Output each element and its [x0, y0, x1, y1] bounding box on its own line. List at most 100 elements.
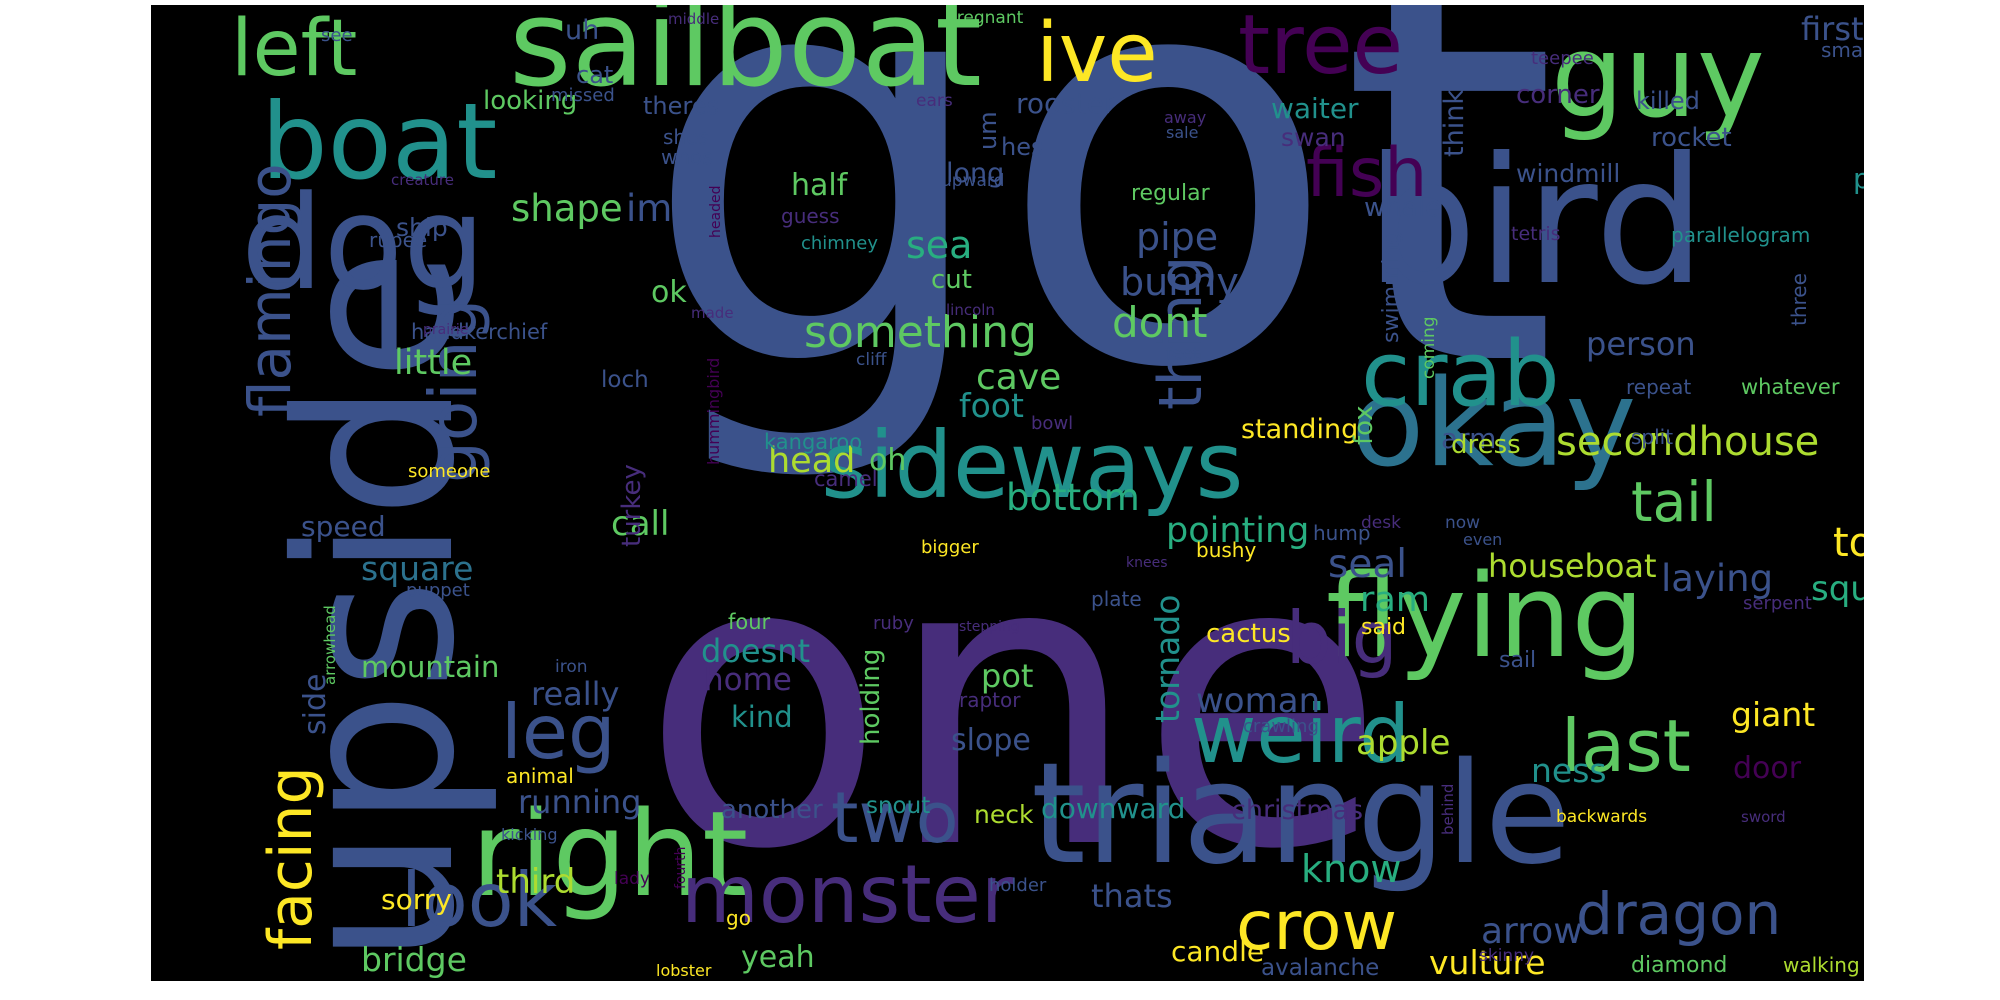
word-door: door — [1733, 751, 1802, 786]
word-tornado: tornado — [1148, 594, 1187, 723]
word-bigger: bigger — [921, 537, 979, 558]
word-swimming: swimming — [1379, 230, 1404, 343]
word-arrowhead: arrowhead — [321, 605, 339, 685]
word-pregnant: pregnant — [946, 8, 1024, 28]
word-killed: killed — [1636, 87, 1700, 115]
word-first: first — [1801, 10, 1864, 48]
word-speed: speed — [301, 510, 386, 543]
word-split: split — [1631, 425, 1674, 449]
word-laying: laying — [1661, 557, 1774, 600]
word-lobster: lobster — [656, 961, 712, 980]
word-lincoln: lincoln — [946, 301, 995, 319]
word-thats: thats — [1091, 877, 1173, 915]
word-four: four — [728, 610, 771, 634]
word-windmill: windmill — [1516, 159, 1621, 188]
word-bunny: bunny — [1120, 260, 1239, 304]
word-backwards: backwards — [1556, 807, 1648, 827]
word-stepping: stepping — [959, 619, 1020, 635]
word-foot: foot — [959, 386, 1024, 425]
word-smaller: smaller — [1821, 38, 1864, 62]
word-cloud: got one upside bird triangle sailboat flying ri… — [151, 5, 1864, 981]
word-fourth: fourth — [673, 846, 689, 890]
word-walking: walking — [1783, 953, 1860, 977]
word-waiter: waiter — [1271, 92, 1359, 125]
word-upward: upward — [941, 171, 1005, 191]
word-right: right — [471, 785, 749, 923]
word-weird: weird — [1191, 688, 1411, 781]
word-behind: behind — [1439, 783, 1457, 835]
word-top: top — [1833, 520, 1864, 566]
word-doesnt: doesnt — [701, 632, 811, 670]
word-pot: pot — [981, 657, 1034, 695]
word-sea: sea — [906, 223, 973, 267]
word-knees: knees — [1126, 555, 1168, 571]
word-know: know — [1301, 847, 1402, 891]
word-holding: holding — [856, 648, 886, 745]
word-coming: coming — [1419, 316, 1439, 379]
word-parallelogram: parallelogram — [1671, 223, 1811, 247]
word-tetris: tetris — [1511, 223, 1561, 245]
word-regular: regular — [1131, 181, 1210, 206]
word-turkey: turkey — [617, 464, 647, 547]
word-im: im — [626, 187, 673, 230]
word-really: really — [531, 675, 620, 713]
word-dragon: dragon — [1576, 880, 1782, 948]
word-home: home — [704, 662, 792, 698]
word-flying: flying — [1326, 550, 1645, 684]
word-diamond: diamond — [1631, 953, 1728, 978]
word-kangaroo: kangaroo — [764, 430, 863, 454]
word-iron: iron — [555, 657, 588, 677]
word-snout: snout — [866, 793, 931, 819]
word-one: one — [641, 472, 1386, 937]
word-looking: looking — [483, 86, 578, 116]
word-made: made — [691, 304, 734, 322]
word-squirrel: squirrel — [1811, 569, 1864, 609]
word-dress: dress — [1451, 430, 1521, 460]
word-shape: shape — [511, 187, 623, 230]
word-hump: hump — [1313, 521, 1371, 545]
word-headed: headed — [708, 185, 724, 238]
word-sailboat: sailboat — [509, 5, 982, 114]
word-skinny: skinny — [1479, 946, 1535, 966]
word-rocket: rocket — [1651, 123, 1732, 153]
word-dog: dog — [241, 167, 486, 319]
word-someone: someone — [408, 461, 491, 482]
word-slope: slope — [951, 723, 1031, 758]
word-holder: holder — [989, 875, 1047, 896]
word-rooster: rooster — [1016, 87, 1116, 120]
word-crawling: crawling — [1243, 716, 1319, 737]
word-person: person — [1586, 325, 1696, 363]
word-rupee: rupee — [369, 228, 428, 252]
word-uh: uh — [565, 15, 600, 46]
word-see: see — [321, 25, 353, 46]
word-pipe: pipe — [1136, 215, 1219, 259]
word-sword: sword — [1741, 808, 1786, 826]
word-ive: ive — [1036, 6, 1158, 101]
word-prairie: prairie — [423, 322, 469, 338]
word-ram: ram — [1360, 580, 1430, 620]
word-crab: crab — [1361, 322, 1560, 427]
word-think: think — [1439, 89, 1470, 157]
word-middle: middle — [668, 10, 720, 28]
word-two: two — [831, 777, 959, 859]
word-ears: ears — [916, 91, 953, 111]
word-shes: shes — [663, 125, 709, 149]
word-go: go — [726, 906, 751, 930]
word-lady: lady — [614, 869, 650, 889]
word-yeah: yeah — [741, 940, 815, 975]
word-kicking: kicking — [501, 825, 558, 844]
word-cut: cut — [931, 265, 972, 295]
word-bridge: bridge — [361, 940, 467, 979]
word-square: square — [361, 549, 474, 588]
word-whale: whale — [1364, 193, 1441, 223]
word-raptor: raptor — [959, 688, 1021, 712]
word-downward: downward — [1041, 792, 1186, 825]
word-teepee: teepee — [1531, 48, 1594, 69]
word-monster: monster — [681, 848, 1014, 941]
word-guess: guess — [781, 204, 840, 228]
word-cliff: cliff — [856, 350, 887, 370]
word-camel: camel — [814, 467, 878, 491]
word-triangle: triangle — [1031, 733, 1571, 896]
word-bird: bird — [1366, 121, 1706, 324]
word-cactus: cactus — [1206, 619, 1291, 649]
